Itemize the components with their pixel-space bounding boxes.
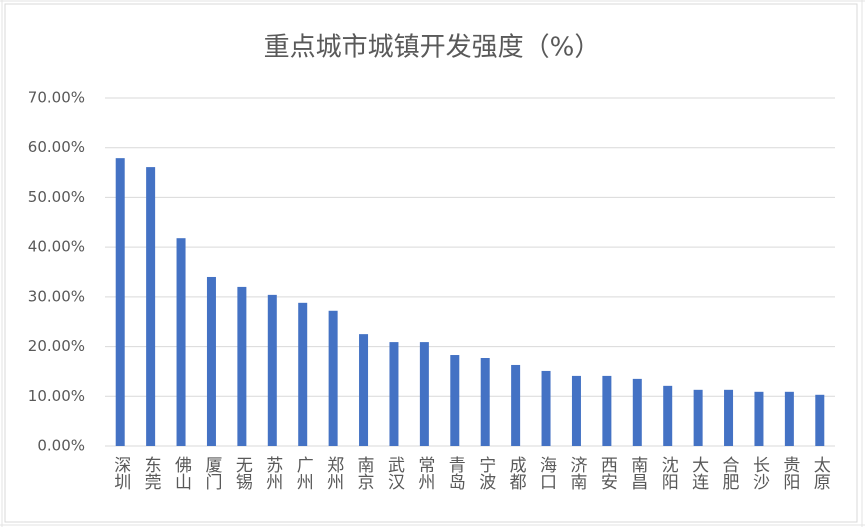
bar [267, 294, 277, 446]
bar [298, 302, 308, 446]
x-tick-label: 东莞 [141, 456, 162, 490]
bar [419, 342, 429, 446]
bar [784, 391, 794, 446]
bar [693, 389, 703, 446]
y-tick-label: 60.00% [28, 138, 85, 156]
bar [632, 378, 642, 446]
y-tick-label: 70.00% [28, 89, 85, 107]
bar [754, 391, 764, 446]
x-tick-label: 苏州 [262, 456, 283, 490]
bar [206, 276, 216, 446]
x-tick-label: 成都 [506, 456, 527, 490]
x-tick-label: 佛山 [171, 456, 192, 490]
y-tick-label: 30.00% [28, 287, 85, 305]
bar [176, 238, 186, 446]
chart-title: 重点城市城镇开发强度（%） [264, 33, 601, 63]
y-tick-label: 20.00% [28, 337, 85, 355]
x-tick-label: 沈阳 [658, 456, 679, 490]
bar [663, 385, 673, 446]
x-tick-label: 无锡 [232, 456, 253, 491]
x-tick-label: 宁波 [475, 456, 496, 490]
bar [450, 355, 460, 446]
x-tick-label: 武汉 [384, 456, 405, 490]
x-tick-label: 南昌 [627, 456, 647, 490]
bar [815, 394, 825, 446]
x-tick-label: 南京 [354, 456, 375, 491]
x-tick-label: 贵阳 [779, 456, 800, 490]
bar [602, 375, 612, 446]
bar [146, 167, 156, 447]
x-tick-label: 合肥 [719, 456, 740, 490]
x-tick-label: 常州 [414, 456, 435, 490]
bar [237, 286, 247, 446]
bar [541, 370, 551, 446]
x-tick-label: 青岛 [445, 456, 465, 491]
bar [571, 375, 581, 446]
y-tick-label: 0.00% [37, 437, 85, 455]
bar [359, 334, 369, 446]
x-tick-label: 长沙 [749, 456, 770, 490]
y-tick-label: 40.00% [28, 238, 85, 256]
x-tick-label: 济南 [566, 456, 587, 490]
bar [115, 158, 125, 446]
x-tick-label: 广州 [293, 456, 314, 490]
bar [389, 342, 399, 446]
x-tick-label: 郑州 [323, 456, 344, 490]
x-tick-label: 厦门 [201, 456, 222, 491]
bar [724, 389, 734, 446]
bar [511, 364, 521, 446]
x-tick-label: 太原 [810, 456, 831, 490]
x-tick-label: 深圳 [110, 456, 131, 490]
bar [328, 310, 338, 446]
y-tick-label: 10.00% [28, 387, 85, 405]
bar [480, 358, 490, 446]
y-tick-label: 50.00% [28, 188, 85, 206]
x-tick-label: 海口 [536, 456, 557, 490]
x-tick-label: 西安 [597, 456, 617, 490]
x-tick-label: 大连 [688, 456, 709, 490]
